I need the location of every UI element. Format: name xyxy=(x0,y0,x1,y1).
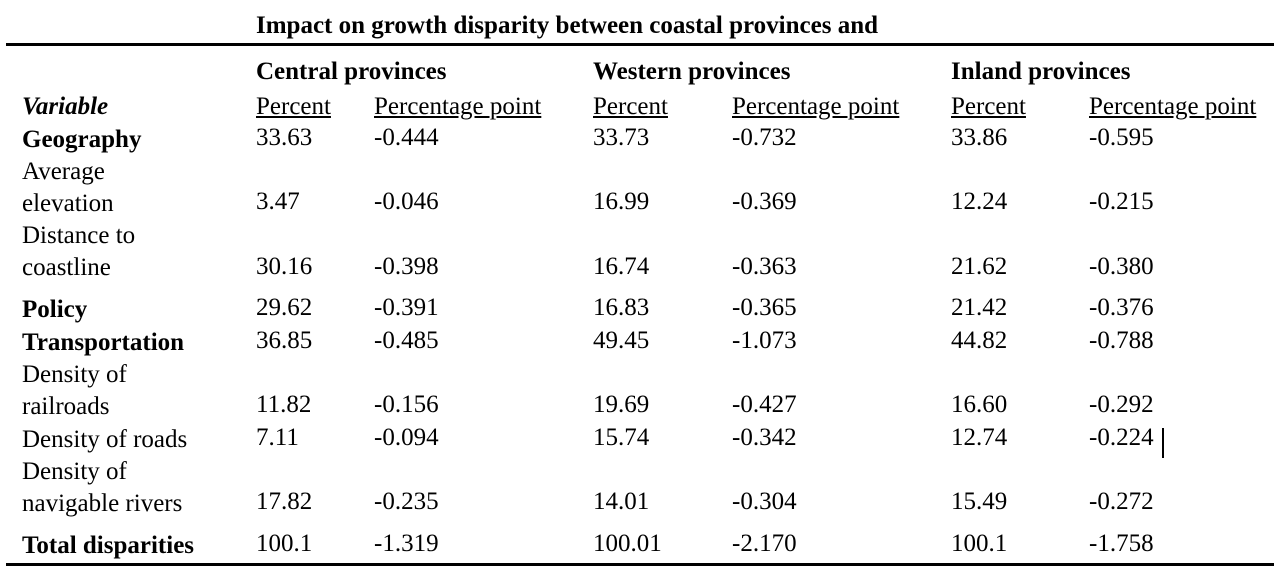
cell-inland-point: -0.380 xyxy=(1089,253,1154,280)
cell-central-percent: 17.82 xyxy=(256,488,313,515)
cell-central-percent: 30.16 xyxy=(256,253,313,280)
top-rule xyxy=(6,43,1274,46)
cell-inland-point: -0.292 xyxy=(1089,391,1154,418)
cell-inland-point: -0.272 xyxy=(1089,488,1154,515)
row-label: Geography xyxy=(22,126,142,153)
cell-central-percent: 29.62 xyxy=(256,294,313,321)
row-label: Density of roads xyxy=(22,426,188,453)
bottom-rule xyxy=(6,563,1274,566)
variable-header: Variable xyxy=(22,93,109,120)
cell-inland-percent: 100.1 xyxy=(951,530,1008,557)
cell-central-point: -0.391 xyxy=(374,294,439,321)
cell-central-point: -0.156 xyxy=(374,391,439,418)
cell-central-percent: 11.82 xyxy=(256,391,312,418)
subheader-central-point: Percentage point xyxy=(374,93,542,120)
cell-western-percent: 16.99 xyxy=(593,188,650,215)
cell-western-percent: 14.01 xyxy=(593,488,650,515)
cell-central-point: -0.485 xyxy=(374,327,439,354)
row-label: Total disparities xyxy=(22,532,195,559)
cell-central-percent: 33.63 xyxy=(256,124,313,151)
table-title: Impact on growth disparity between coast… xyxy=(256,12,879,39)
text-cursor xyxy=(1162,428,1164,458)
cell-central-percent: 3.47 xyxy=(256,188,300,215)
cell-inland-percent: 12.24 xyxy=(951,188,1008,215)
subheader-inland-percent: Percent xyxy=(951,93,1026,120)
subheader-central-percent: Percent xyxy=(256,93,331,120)
cell-western-point: -0.304 xyxy=(732,488,797,515)
row-label: Average elevation xyxy=(22,158,114,217)
cell-inland-point: -0.376 xyxy=(1089,294,1154,321)
cell-western-point: -0.732 xyxy=(732,124,797,151)
cell-inland-point: -0.224 xyxy=(1089,424,1154,451)
row-label: Transportation xyxy=(22,329,185,356)
cell-western-percent: 16.74 xyxy=(593,253,650,280)
group-header-inland: Inland provinces xyxy=(951,58,1131,85)
cell-inland-percent: 44.82 xyxy=(951,327,1008,354)
cell-western-percent: 16.83 xyxy=(593,294,650,321)
subheader-inland-point: Percentage point xyxy=(1089,93,1257,120)
cell-central-point: -0.235 xyxy=(374,488,439,515)
cell-inland-percent: 21.42 xyxy=(951,294,1008,321)
cell-inland-point: -0.595 xyxy=(1089,124,1154,151)
subheader-western-percent: Percent xyxy=(593,93,668,120)
row-label: Density of navigable rivers xyxy=(22,458,183,517)
row-label: Distance to coastline xyxy=(22,222,136,281)
cell-western-point: -0.427 xyxy=(732,391,797,418)
cell-western-point: -0.365 xyxy=(732,294,797,321)
cell-western-point: -0.369 xyxy=(732,188,797,215)
cell-western-percent: 15.74 xyxy=(593,424,650,451)
cell-western-percent: 33.73 xyxy=(593,124,650,151)
cell-western-percent: 19.69 xyxy=(593,391,650,418)
cell-central-percent: 36.85 xyxy=(256,327,313,354)
cell-inland-percent: 33.86 xyxy=(951,124,1008,151)
cell-inland-percent: 12.74 xyxy=(951,424,1008,451)
row-label: Policy xyxy=(22,296,88,323)
cell-inland-point: -0.215 xyxy=(1089,188,1154,215)
cell-central-percent: 100.1 xyxy=(256,530,313,557)
cell-western-point: -0.342 xyxy=(732,424,797,451)
cell-inland-point: -0.788 xyxy=(1089,327,1154,354)
cell-western-percent: 100.01 xyxy=(593,530,662,557)
cell-western-point: -1.073 xyxy=(732,327,797,354)
cell-inland-percent: 16.60 xyxy=(951,391,1008,418)
cell-western-percent: 49.45 xyxy=(593,327,650,354)
cell-central-point: -1.319 xyxy=(374,530,439,557)
cell-central-percent: 7.11 xyxy=(256,424,299,451)
cell-western-point: -2.170 xyxy=(732,530,797,557)
group-header-central: Central provinces xyxy=(256,58,447,85)
cell-inland-percent: 15.49 xyxy=(951,488,1008,515)
cell-central-point: -0.398 xyxy=(374,253,439,280)
group-header-western: Western provinces xyxy=(593,58,791,85)
cell-central-point: -0.046 xyxy=(374,188,439,215)
cell-central-point: -0.444 xyxy=(374,124,439,151)
cell-inland-point: -1.758 xyxy=(1089,530,1154,557)
subheader-western-point: Percentage point xyxy=(732,93,900,120)
cell-inland-percent: 21.62 xyxy=(951,253,1008,280)
cell-western-point: -0.363 xyxy=(732,253,797,280)
cell-central-point: -0.094 xyxy=(374,424,439,451)
row-label: Density of railroads xyxy=(22,361,127,420)
